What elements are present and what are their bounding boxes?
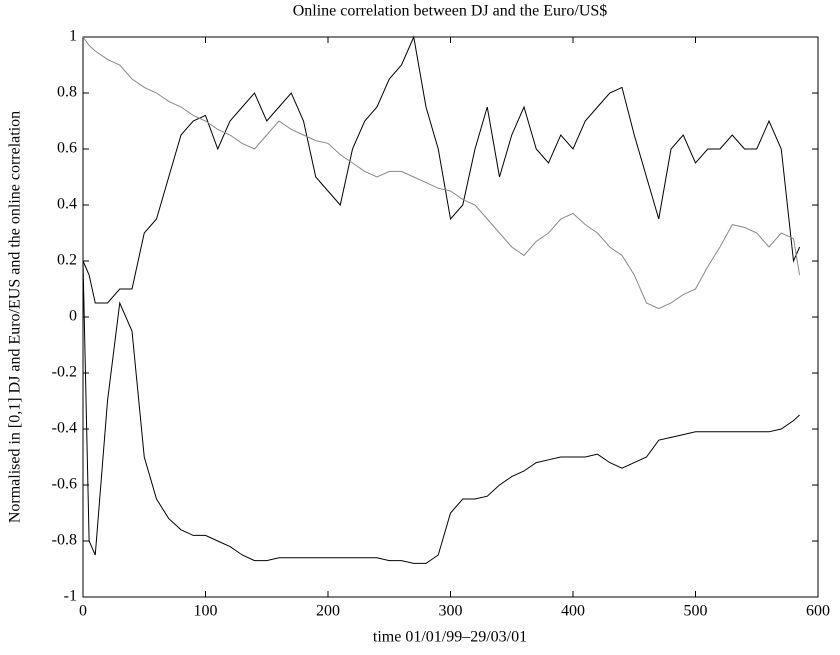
chart-title: Online correlation between DJ and the Eu… <box>293 3 608 20</box>
x-axis-label: time 01/01/99–29/03/01 <box>373 629 527 646</box>
x-tick-label: 0 <box>79 603 87 620</box>
x-tick-label: 600 <box>806 603 830 620</box>
data-line <box>82 260 800 564</box>
y-tick-label: -0.4 <box>52 420 77 437</box>
x-tick-label: 500 <box>684 603 708 620</box>
y-tick-label: -0.2 <box>52 364 77 381</box>
y-tick-label: 0.4 <box>57 196 77 213</box>
x-tick-label: 100 <box>194 603 218 620</box>
x-tick-label: 200 <box>316 603 340 620</box>
data-line <box>82 36 801 310</box>
y-axis-label: Normalised in [0,1] DJ and Euro/EUS and … <box>7 111 24 523</box>
x-tick-label: 300 <box>439 603 463 620</box>
y-tick-label: 0.2 <box>57 252 77 269</box>
y-tick-label: -1 <box>64 588 77 605</box>
y-tick-label: 0.8 <box>57 84 77 101</box>
x-tick-label: 400 <box>561 603 585 620</box>
y-tick-label: 0 <box>69 308 77 325</box>
y-tick-label: -0.8 <box>52 532 77 549</box>
y-tick-label: 1 <box>69 28 77 45</box>
y-tick-label: 0.6 <box>57 140 77 157</box>
data-line <box>82 35 801 304</box>
y-tick-label: -0.6 <box>52 476 77 493</box>
